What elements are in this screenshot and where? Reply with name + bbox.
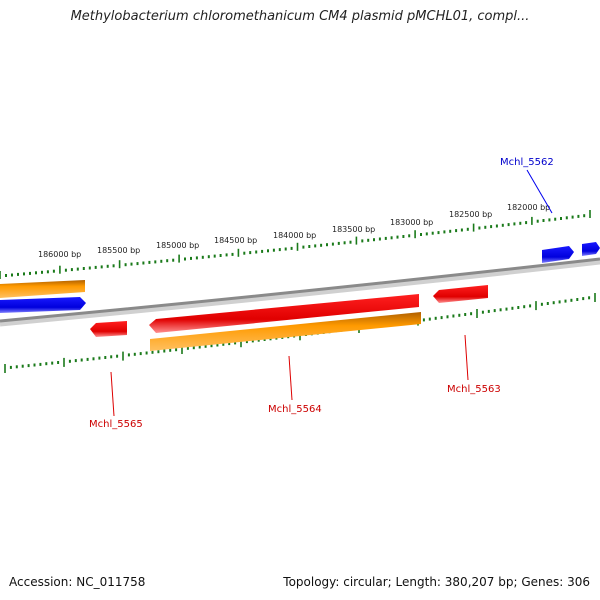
cds-reverse-5564[interactable] bbox=[149, 294, 419, 333]
tick-label: 182000 bp bbox=[507, 203, 550, 212]
callout-line-5564 bbox=[288, 355, 293, 401]
gene-label-5562[interactable]: Mchl_5562 bbox=[500, 157, 554, 168]
tick-label: 184500 bp bbox=[214, 236, 257, 245]
tick-label: 183000 bp bbox=[390, 218, 433, 227]
outer-tick-track bbox=[0, 210, 591, 279]
tick-label: 182500 bp bbox=[449, 210, 492, 219]
cds-reverse-5565[interactable] bbox=[90, 321, 127, 337]
tick-label: 185000 bp bbox=[156, 241, 199, 250]
callout-line-5562 bbox=[526, 169, 553, 214]
callout-line-5565 bbox=[110, 371, 115, 417]
topology-summary: Topology: circular; Length: 380,207 bp; … bbox=[283, 575, 590, 589]
backbone-shadow bbox=[0, 259, 600, 327]
gene-bar-left[interactable] bbox=[0, 280, 85, 298]
cds-forward-left[interactable] bbox=[0, 297, 86, 313]
gene-bar-5564[interactable] bbox=[150, 312, 421, 351]
cds-reverse-5563[interactable] bbox=[433, 285, 488, 303]
callout-line-5563 bbox=[464, 334, 469, 381]
tick-label: 186000 bp bbox=[38, 250, 81, 259]
tick-label: 185500 bp bbox=[97, 246, 140, 255]
tick-labels: 186000 bp 185500 bp 185000 bp 184500 bp … bbox=[38, 203, 550, 259]
backbone bbox=[0, 257, 600, 323]
gene-label-5565[interactable]: Mchl_5565 bbox=[89, 419, 143, 430]
gene-label-5564[interactable]: Mchl_5564 bbox=[268, 404, 322, 415]
tick-label: 184000 bp bbox=[273, 231, 316, 240]
cds-forward-5562b[interactable] bbox=[582, 242, 600, 256]
accession-text: Accession: NC_011758 bbox=[9, 575, 146, 589]
cds-forward-5562a[interactable] bbox=[542, 246, 574, 263]
tick-label: 183500 bp bbox=[332, 225, 375, 234]
map-title: Methylobacterium chloromethanicum CM4 pl… bbox=[70, 9, 530, 24]
gene-label-5563[interactable]: Mchl_5563 bbox=[447, 384, 501, 395]
